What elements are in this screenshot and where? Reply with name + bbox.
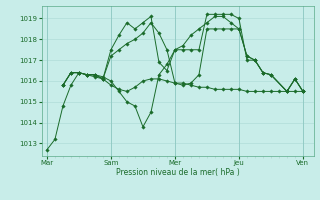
X-axis label: Pression niveau de la mer( hPa ): Pression niveau de la mer( hPa ) <box>116 168 239 177</box>
